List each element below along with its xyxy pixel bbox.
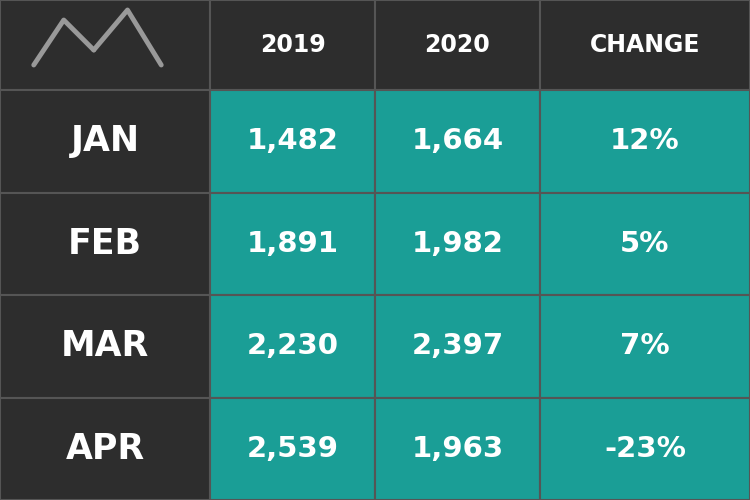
Bar — [540, 295, 750, 398]
Bar — [540, 192, 750, 295]
Text: 2019: 2019 — [260, 33, 326, 57]
Bar — [210, 295, 375, 398]
Bar — [375, 90, 540, 192]
Text: 1,482: 1,482 — [247, 127, 338, 155]
Bar — [540, 0, 750, 90]
Bar — [0, 90, 210, 192]
Bar — [375, 0, 540, 90]
Text: 2,397: 2,397 — [411, 332, 504, 360]
Text: MAR: MAR — [61, 329, 149, 363]
Bar — [0, 0, 210, 90]
Bar — [375, 295, 540, 398]
Text: 2,539: 2,539 — [247, 435, 338, 463]
Bar — [540, 90, 750, 192]
Text: 12%: 12% — [610, 127, 680, 155]
Text: 7%: 7% — [620, 332, 670, 360]
Text: 5%: 5% — [620, 230, 670, 258]
Bar — [0, 398, 210, 500]
Text: 2020: 2020 — [424, 33, 490, 57]
Text: -23%: -23% — [604, 435, 686, 463]
Text: FEB: FEB — [68, 227, 142, 261]
Text: 1,664: 1,664 — [412, 127, 503, 155]
Bar — [375, 192, 540, 295]
Bar — [375, 398, 540, 500]
Bar — [0, 192, 210, 295]
Bar — [210, 0, 375, 90]
Text: 1,982: 1,982 — [412, 230, 503, 258]
Bar — [0, 295, 210, 398]
Text: APR: APR — [65, 432, 145, 466]
Bar — [210, 192, 375, 295]
Text: JAN: JAN — [70, 124, 140, 158]
Text: 1,963: 1,963 — [411, 435, 504, 463]
Text: CHANGE: CHANGE — [590, 33, 700, 57]
Bar — [210, 90, 375, 192]
Bar — [210, 398, 375, 500]
Text: 2,230: 2,230 — [247, 332, 338, 360]
Text: 1,891: 1,891 — [247, 230, 338, 258]
Bar — [540, 398, 750, 500]
